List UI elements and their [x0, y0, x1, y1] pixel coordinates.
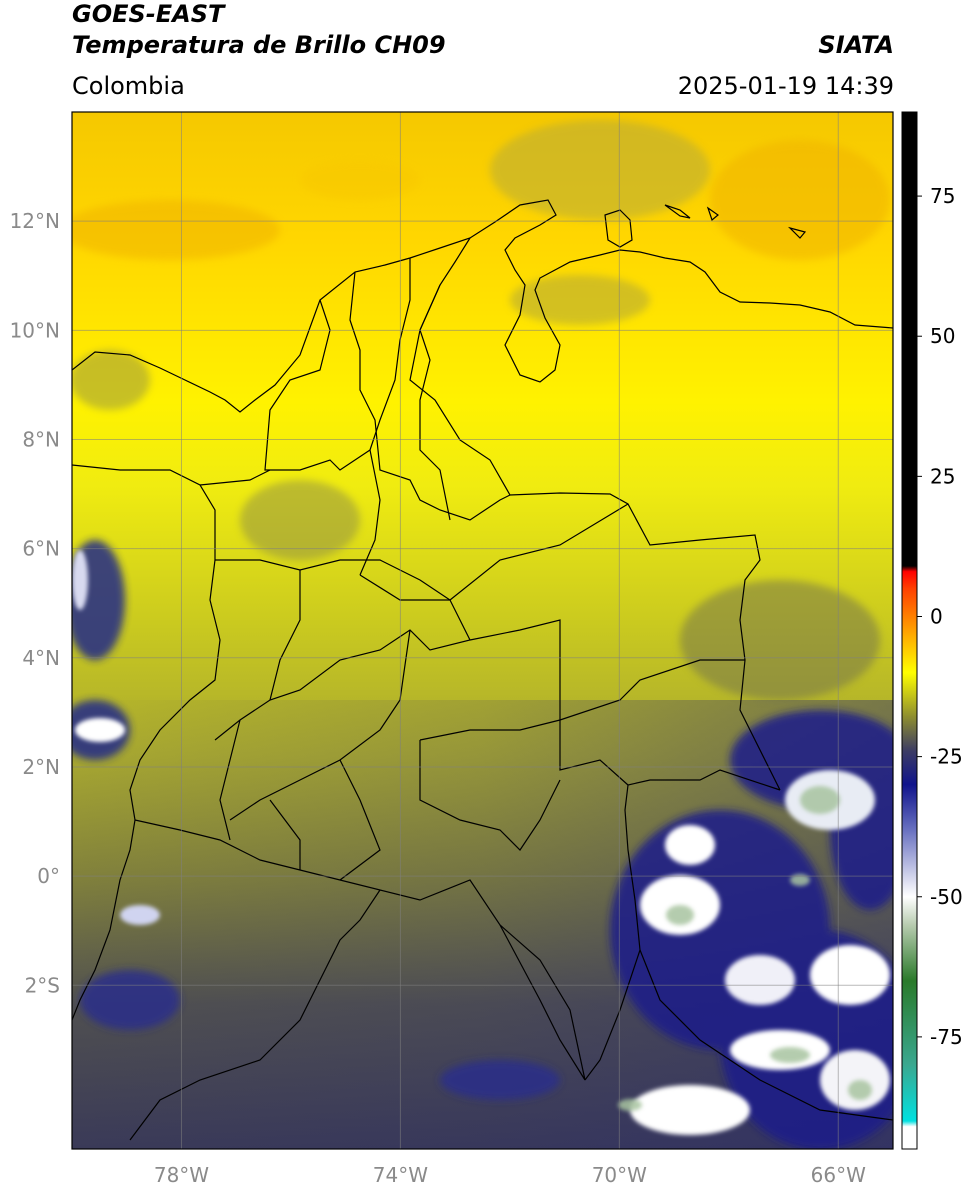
colorbar-tick-label: 0 [930, 604, 943, 628]
gridlines [72, 112, 893, 1149]
colorbar-tick-label: -25 [930, 745, 963, 769]
lat-tick-label: 2°N [22, 755, 60, 779]
lat-tick-label: 0° [37, 864, 60, 888]
satellite-imagery [72, 112, 893, 1149]
colorbar-tick-label: 25 [930, 464, 955, 488]
lat-tick-label: 6°N [22, 537, 60, 561]
colorbar-tick-label: -75 [930, 1025, 963, 1049]
lon-tick-label: 70°W [592, 1163, 647, 1187]
lat-tick-label: 8°N [22, 427, 60, 451]
lon-tick-label: 78°W [154, 1163, 209, 1187]
coastlines-borders [72, 199, 893, 1141]
lat-tick-label: 2°S [25, 973, 60, 997]
lat-tick-label: 12°N [10, 209, 60, 233]
lon-tick-label: 66°W [811, 1163, 866, 1187]
colorbar: 75 50 25 0 -25 -50 -75 [901, 111, 963, 1150]
region-label: Colombia [72, 72, 185, 100]
lon-tick-label: 74°W [373, 1163, 428, 1187]
colorbar-tick-label: 50 [930, 324, 955, 348]
organization-label: SIATA [818, 31, 894, 59]
satellite-title: GOES-EAST [72, 0, 225, 28]
map-frame [71, 111, 894, 1150]
lat-tick-label: 10°N [10, 318, 60, 342]
colorbar-scale [901, 111, 918, 1150]
colorbar-ticks: 75 50 25 0 -25 -50 -75 [917, 184, 963, 1049]
colorbar-tick-label: -50 [930, 885, 963, 909]
product-title: Temperatura de Brillo CH09 [72, 31, 446, 59]
lat-tick-label: 4°N [22, 646, 60, 670]
latitude-ticks: 12°N 10°N 8°N 6°N 4°N 2°N 0° 2°S [10, 209, 60, 997]
datetime-label: 2025-01-19 14:39 [677, 72, 894, 100]
colorbar-tick-label: 75 [930, 184, 955, 208]
longitude-ticks: 78°W 74°W 70°W 66°W [154, 1163, 866, 1187]
